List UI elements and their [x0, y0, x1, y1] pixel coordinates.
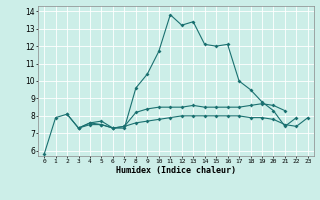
X-axis label: Humidex (Indice chaleur): Humidex (Indice chaleur)	[116, 166, 236, 175]
